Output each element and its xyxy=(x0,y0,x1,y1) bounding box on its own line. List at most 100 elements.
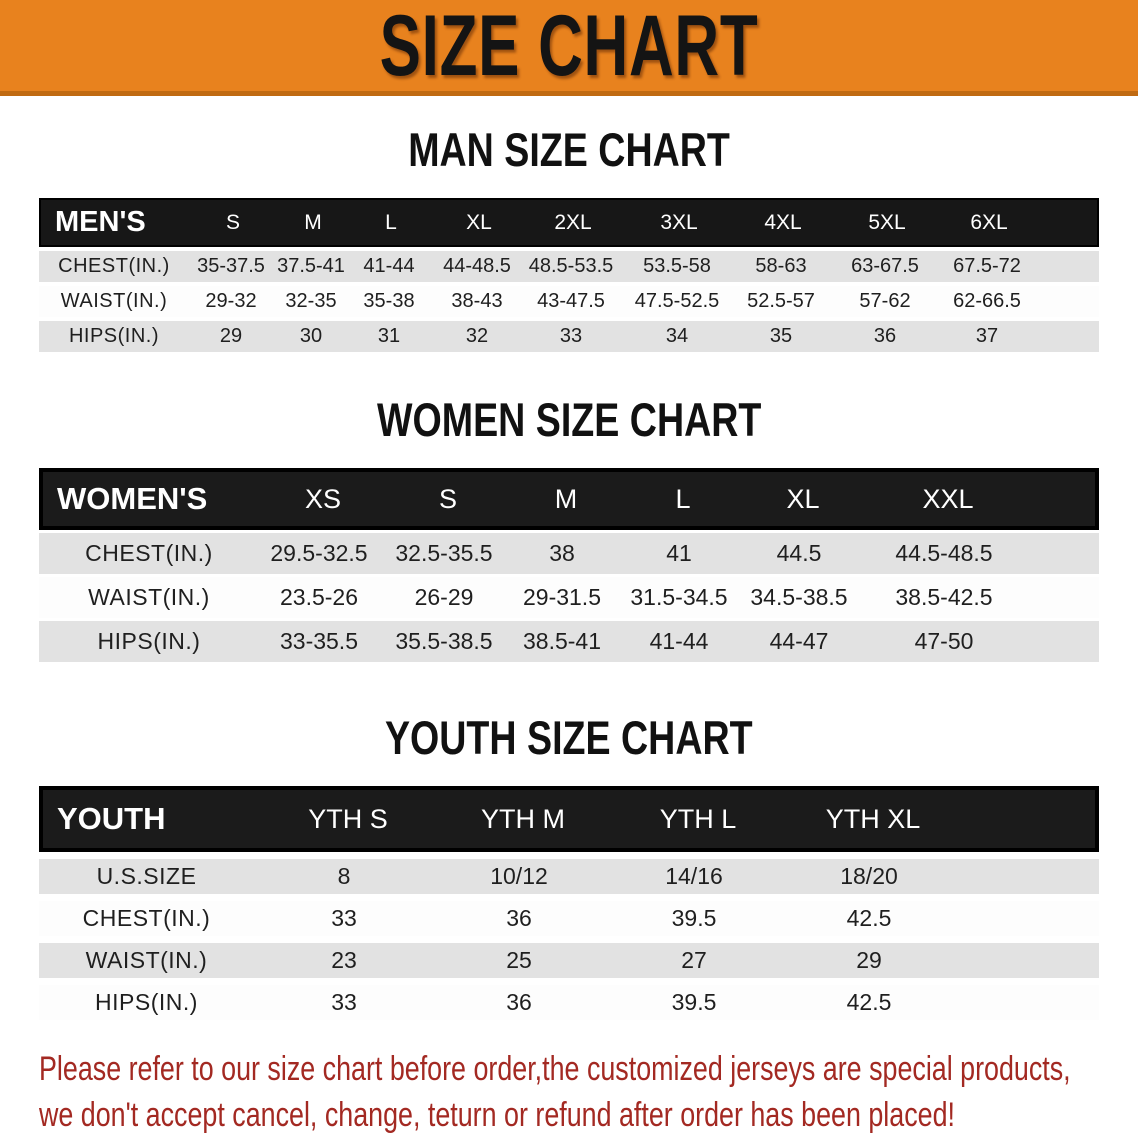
size-column-header: L xyxy=(385,210,397,234)
table-row: WAIST(IN.) 23 25 27 29 xyxy=(39,943,1099,978)
size-value-cell: 36 xyxy=(873,325,897,347)
size-value-cell: 43-47.5 xyxy=(537,290,605,312)
women-size-table: WOMEN'S XS S M L XL XXL CHEST(IN.) 29.5-32.5 32.5… xyxy=(39,468,1099,662)
size-value-cell: 31 xyxy=(377,325,401,347)
row-label: CHEST(IN.) xyxy=(82,905,211,931)
size-value-cell: 23.5-26 xyxy=(279,584,358,610)
size-value-cell: 44.5 xyxy=(776,540,822,566)
size-value-cell: 29 xyxy=(219,325,243,347)
row-label: HIPS(IN.) xyxy=(97,628,201,654)
table-row: WAIST(IN.) 29-32 32-35 35-38 38-43 43-47.5 47.… xyxy=(39,286,1099,317)
size-column-header: XXL xyxy=(922,483,974,514)
women-section-title-text: WOMEN SIZE CHART xyxy=(376,393,762,446)
row-label: U.S.SIZE xyxy=(96,863,197,889)
size-value-cell: 29.5-32.5 xyxy=(270,540,368,566)
size-value-cell: 36 xyxy=(506,905,532,931)
size-value-cell: 38 xyxy=(549,540,575,566)
disclaimer-line-1-wrap: Please refer to our size chart before or… xyxy=(39,1046,1099,1092)
disclaimer-note: Please refer to our size chart before or… xyxy=(39,1046,1099,1138)
size-value-cell: 38-43 xyxy=(451,290,503,312)
size-column-header: M xyxy=(554,483,578,514)
table-row: WAIST(IN.) 23.5-26 26-29 29-31.5 31.5-34.5 34… xyxy=(39,577,1099,618)
men-size-table: MEN'S S M L XL 2XL 3XL 4XL 5XL 6XL CHEST(IN.) 35-37… xyxy=(39,198,1099,352)
size-value-cell: 10/12 xyxy=(490,863,548,889)
size-value-cell: 29 xyxy=(856,947,882,973)
size-value-cell: 30 xyxy=(299,325,323,347)
size-value-cell: 42.5 xyxy=(846,905,892,931)
size-column-header: XS xyxy=(304,483,342,514)
table-header-label: YOUTH xyxy=(57,801,166,836)
man-section-title-text: MAN SIZE CHART xyxy=(408,123,730,176)
table-header-label: WOMEN'S xyxy=(57,481,208,516)
table-row: CHEST(IN.) 33 36 39.5 42.5 xyxy=(39,901,1099,936)
size-value-cell: 42.5 xyxy=(846,989,892,1015)
size-value-cell: 26-29 xyxy=(414,584,474,610)
size-value-cell: 29-32 xyxy=(205,290,257,312)
size-value-cell: 32-35 xyxy=(285,290,337,312)
size-column-header: M xyxy=(304,210,322,234)
table-row: CHEST(IN.) 29.5-32.5 32.5-35.5 38 41 44.5 44.5… xyxy=(39,533,1099,574)
size-value-cell: 47.5-52.5 xyxy=(634,290,720,312)
man-section-title: MAN SIZE CHART xyxy=(0,124,1138,176)
row-label: HIPS(IN.) xyxy=(68,325,160,347)
youth-size-table: YOUTH YTH S YTH M YTH L YTH XL U.S.SIZE 8 10/12… xyxy=(39,786,1099,1020)
size-value-cell: 38.5-41 xyxy=(522,628,601,654)
disclaimer-line-1: Please refer to our size chart before or… xyxy=(39,1050,1071,1088)
size-column-header: 2XL xyxy=(554,210,592,234)
size-column-header: 3XL xyxy=(660,210,698,234)
size-column-header: YTH XL xyxy=(825,803,921,834)
size-value-cell: 35 xyxy=(769,325,793,347)
size-value-cell: 52.5-57 xyxy=(747,290,815,312)
row-label: WAIST(IN.) xyxy=(85,947,208,973)
size-chart-banner: SIZE CHART xyxy=(0,0,1138,96)
size-value-cell: 38.5-42.5 xyxy=(895,584,993,610)
size-column-header: XL xyxy=(466,210,492,234)
size-value-cell: 31.5-34.5 xyxy=(630,584,728,610)
size-value-cell: 27 xyxy=(681,947,707,973)
size-value-cell: 23 xyxy=(331,947,357,973)
size-value-cell: 37.5-41 xyxy=(277,255,345,277)
size-column-header: S xyxy=(225,210,240,234)
size-column-header: YTH L xyxy=(659,803,737,834)
banner-title: SIZE CHART xyxy=(379,0,759,94)
size-value-cell: 44-48.5 xyxy=(443,255,511,277)
disclaimer-line-2: we don't accept cancel, change, teturn o… xyxy=(39,1096,955,1134)
size-value-cell: 25 xyxy=(506,947,532,973)
size-column-header: YTH S xyxy=(308,803,388,834)
size-value-cell: 39.5 xyxy=(671,905,717,931)
size-value-cell: 62-66.5 xyxy=(953,290,1021,312)
size-value-cell: 34 xyxy=(665,325,689,347)
size-value-cell: 18/20 xyxy=(840,863,898,889)
size-value-cell: 44-47 xyxy=(769,628,829,654)
row-label: WAIST(IN.) xyxy=(88,584,210,610)
table-row: HIPS(IN.) 33-35.5 35.5-38.5 38.5-41 41-44 44-… xyxy=(39,621,1099,662)
size-column-header: L xyxy=(675,483,691,514)
table-header-label: MEN'S xyxy=(55,206,146,238)
size-value-cell: 39.5 xyxy=(671,989,717,1015)
row-label: CHEST(IN.) xyxy=(85,540,213,566)
row-label: CHEST(IN.) xyxy=(58,255,170,277)
size-value-cell: 33 xyxy=(331,905,357,931)
table-row: HIPS(IN.) 29 30 31 32 33 34 35 36 37 xyxy=(39,321,1099,352)
table-header-row: WOMEN'S XS S M L XL XXL xyxy=(39,468,1099,530)
disclaimer-line-2-wrap: we don't accept cancel, change, teturn o… xyxy=(39,1092,1099,1138)
size-value-cell: 33 xyxy=(331,989,357,1015)
size-value-cell: 33 xyxy=(559,325,583,347)
size-value-cell: 63-67.5 xyxy=(851,255,919,277)
size-column-header: XL xyxy=(786,483,820,514)
women-section-title: WOMEN SIZE CHART xyxy=(0,394,1138,446)
table-row: HIPS(IN.) 33 36 39.5 42.5 xyxy=(39,985,1099,1020)
size-value-cell: 41-44 xyxy=(649,628,709,654)
row-label: WAIST(IN.) xyxy=(60,290,168,312)
size-column-header: 5XL xyxy=(868,210,906,234)
size-value-cell: 37 xyxy=(975,325,999,347)
size-value-cell: 32 xyxy=(465,325,489,347)
table-header-row: MEN'S S M L XL 2XL 3XL 4XL 5XL 6XL xyxy=(39,198,1099,247)
row-label: HIPS(IN.) xyxy=(95,989,198,1015)
size-value-cell: 67.5-72 xyxy=(953,255,1021,277)
size-value-cell: 57-62 xyxy=(859,290,911,312)
size-value-cell: 47-50 xyxy=(914,628,974,654)
size-value-cell: 41-44 xyxy=(363,255,415,277)
table-header-row: YOUTH YTH S YTH M YTH L YTH XL xyxy=(39,786,1099,852)
size-value-cell: 48.5-53.5 xyxy=(528,255,614,277)
